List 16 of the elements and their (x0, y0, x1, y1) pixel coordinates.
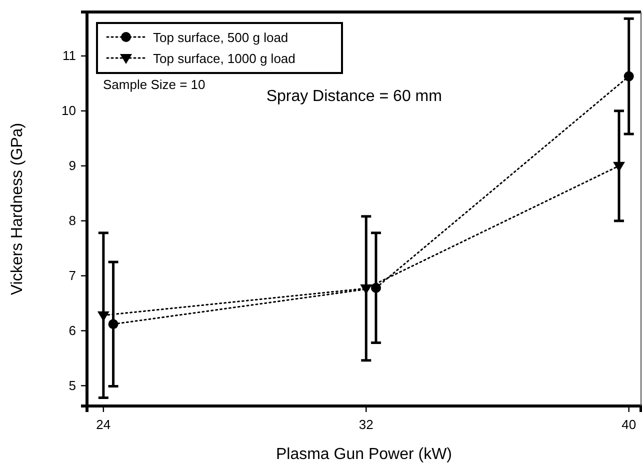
y-tick-label: 6 (68, 322, 76, 338)
legend-label: Top surface, 1000 g load (153, 51, 296, 66)
y-tick-label: 7 (68, 268, 76, 283)
x-axis-title: Plasma Gun Power (kW) (276, 446, 452, 463)
y-tick-label: 10 (62, 103, 76, 118)
annotation: Spray Distance = 60 mm (266, 88, 442, 105)
y-tick-label: 5 (68, 378, 76, 393)
x-tick-label: 24 (96, 417, 111, 432)
y-axis-title: Vickers Hardness (GPa) (9, 122, 26, 296)
y-tick-label: 9 (68, 158, 76, 174)
x-tick-label: 40 (622, 417, 636, 432)
annotation: Sample Size = 10 (103, 77, 206, 92)
x-tick-label: 32 (358, 417, 374, 432)
legend-label: Top surface, 500 g load (153, 30, 288, 45)
y-tick-label: 8 (68, 212, 76, 228)
y-tick-label: 11 (62, 48, 76, 64)
